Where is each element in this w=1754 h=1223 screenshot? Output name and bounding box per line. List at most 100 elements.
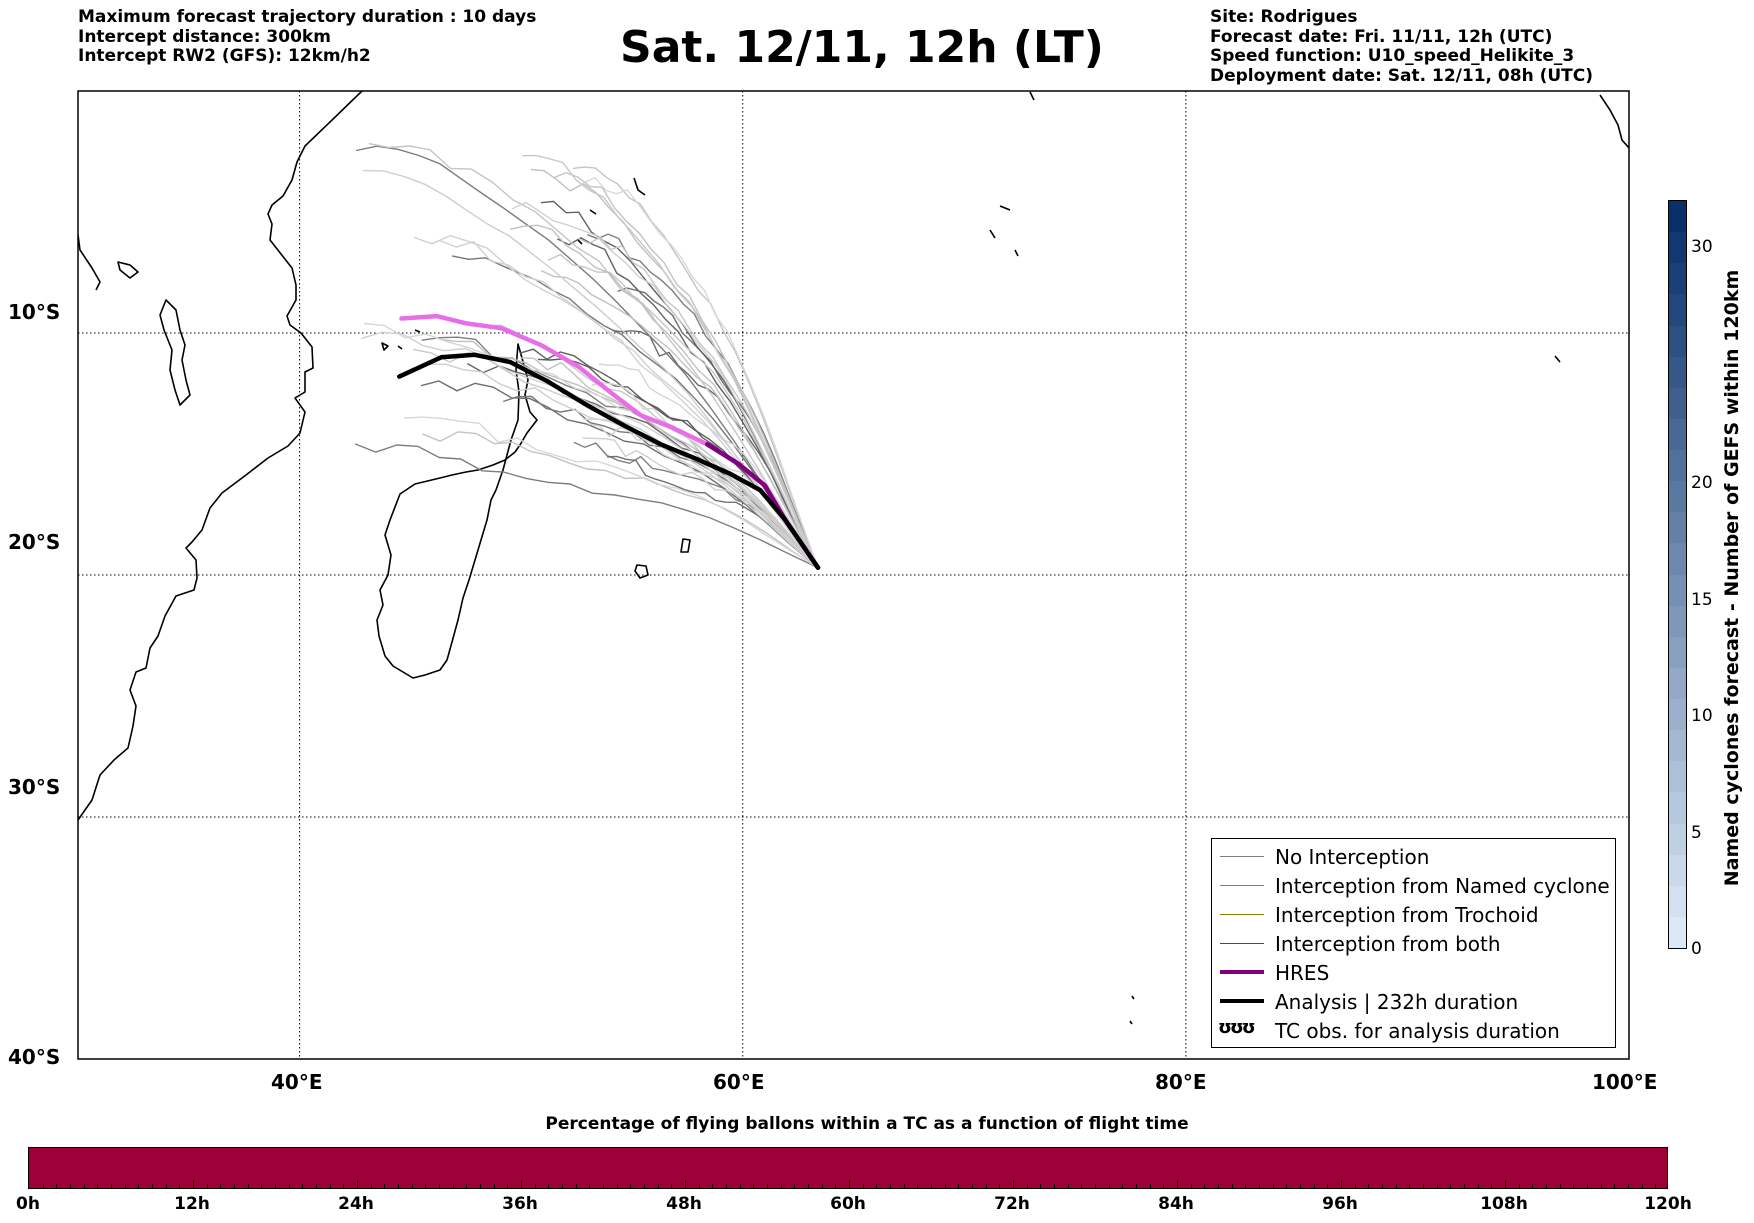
header-line: Forecast date: Fri. 11/11, 12h (UTC)	[1210, 26, 1553, 47]
percentage-minor-tick	[179, 1184, 181, 1188]
percentage-minor-tick	[1272, 1184, 1274, 1188]
legend-item-both: Interception from both	[1212, 930, 1615, 959]
colorbar-label: Named cyclones forecast - Number of GEFS…	[1721, 269, 1743, 887]
percentage-minor-tick	[1477, 1184, 1479, 1188]
percentage-minor-tick	[726, 1184, 727, 1188]
ensemble-track	[368, 142, 819, 569]
percentage-minor-tick	[698, 1184, 700, 1188]
legend-line-sample	[1220, 914, 1264, 915]
legend-label: HRES	[1275, 961, 1330, 985]
percentage-minor-tick	[1382, 1184, 1383, 1188]
legend-label: No Interception	[1275, 845, 1430, 869]
percentage-minor-tick	[903, 1184, 905, 1188]
somalia-coast-detail	[78, 234, 101, 291]
percentage-minor-tick	[1546, 1184, 1547, 1188]
percentage-minor-tick	[165, 1184, 167, 1188]
percentage-minor-tick	[630, 1184, 632, 1188]
percentage-tick-label: 60h	[830, 1194, 866, 1214]
legend-item-analysis: Analysis | 232h duration	[1212, 988, 1615, 1017]
percentage-minor-tick	[343, 1184, 345, 1188]
lon-tick-label: 60°E	[713, 1070, 765, 1094]
ensemble-track	[428, 363, 819, 569]
percentage-minor-tick	[1136, 1184, 1137, 1188]
percentage-minor-tick	[1532, 1184, 1534, 1188]
ensemble-track	[509, 224, 819, 569]
ensemble-track	[363, 322, 819, 569]
percentage-tick-label: 48h	[666, 1194, 702, 1214]
colorbar-segment	[1669, 851, 1686, 886]
percentage-minor-tick	[329, 1184, 331, 1188]
percentage-minor-tick	[411, 1184, 413, 1188]
percentage-minor-tick	[712, 1184, 714, 1188]
percentage-minor-tick	[42, 1184, 44, 1188]
ensemble-track	[587, 233, 819, 568]
percentage-minor-tick	[1013, 1180, 1014, 1188]
africa-coastline	[78, 91, 363, 821]
percentage-minor-tick	[753, 1184, 755, 1188]
percentage-minor-tick	[548, 1184, 550, 1188]
header-line: Speed function: U10_speed_Helikite_3	[1210, 46, 1575, 66]
percentage-minor-tick	[1149, 1184, 1151, 1188]
percentage-minor-tick	[917, 1184, 919, 1188]
percentage-minor-tick	[1518, 1184, 1520, 1188]
colorbar-segment	[1669, 477, 1686, 513]
percentage-minor-tick	[1313, 1184, 1315, 1188]
percentage-minor-tick	[794, 1184, 796, 1188]
percentage-tick-label: 120h	[1644, 1194, 1692, 1214]
percentage-minor-tick	[1450, 1184, 1452, 1188]
forecast-tracks	[397, 313, 821, 570]
ensemble-track	[354, 443, 819, 569]
lon-tick-label: 40°E	[271, 1070, 323, 1094]
percentage-minor-tick	[534, 1184, 536, 1188]
analysis-track	[397, 352, 821, 570]
percentage-minor-tick	[1491, 1184, 1493, 1188]
colorbar-segment	[1669, 571, 1686, 606]
percentage-minor-tick	[1040, 1184, 1042, 1188]
ne-coast-fragment	[1599, 94, 1629, 149]
percentage-minor-tick	[124, 1184, 126, 1188]
mauritius	[634, 564, 649, 579]
colorbar-segment	[1669, 695, 1686, 731]
percentage-minor-tick	[972, 1184, 973, 1188]
colorbar-segment	[1669, 509, 1686, 544]
lake-outline	[159, 299, 191, 406]
percentage-minor-tick	[767, 1184, 768, 1188]
ensemble-track	[362, 169, 819, 569]
percentage-minor-tick	[1026, 1184, 1028, 1188]
legend-label: Interception from Named cyclone	[1275, 874, 1610, 898]
legend-item-trochoid: Interception from Trochoid	[1212, 901, 1615, 930]
percentage-minor-tick	[316, 1184, 317, 1188]
percentage-tick-label: 0h	[16, 1194, 40, 1214]
percentage-minor-tick	[739, 1184, 741, 1188]
percentage-minor-tick	[357, 1180, 358, 1188]
colorbar-segment	[1669, 384, 1686, 419]
percentage-minor-tick	[480, 1184, 481, 1188]
percentage-minor-tick	[1409, 1184, 1411, 1188]
ensemble-track	[522, 154, 819, 568]
percentage-minor-tick	[275, 1184, 276, 1188]
ensemble-track	[451, 255, 819, 569]
percentage-minor-tick	[1354, 1184, 1356, 1188]
header-line: Intercept distance: 300km	[78, 26, 331, 47]
map-frame	[77, 90, 1630, 1060]
percentage-minor-tick	[1163, 1184, 1165, 1188]
percentage-minor-tick	[1067, 1184, 1069, 1188]
colorbar-tick-label: 5	[1691, 823, 1702, 843]
header-line: Maximum forecast trajectory duration : 1…	[78, 7, 537, 27]
percentage-minor-tick	[370, 1184, 372, 1188]
percentage-minor-tick	[1628, 1184, 1629, 1188]
zanzibar	[117, 261, 139, 279]
percentage-minor-tick	[1587, 1184, 1588, 1188]
percentage-minor-tick	[1054, 1184, 1055, 1188]
colorbar-segment	[1669, 228, 1686, 264]
percentage-minor-tick	[452, 1184, 454, 1188]
legend-line-sample	[1220, 885, 1264, 886]
percentage-minor-tick	[247, 1184, 249, 1188]
legend-line-sample	[1220, 999, 1264, 1003]
percentage-minor-tick	[657, 1184, 659, 1188]
coastlines	[78, 91, 1629, 1025]
percentage-minor-tick	[220, 1184, 222, 1188]
ensemble-track	[573, 166, 819, 568]
madagascar-coastline	[376, 343, 538, 679]
percentage-minor-tick	[1177, 1180, 1178, 1188]
